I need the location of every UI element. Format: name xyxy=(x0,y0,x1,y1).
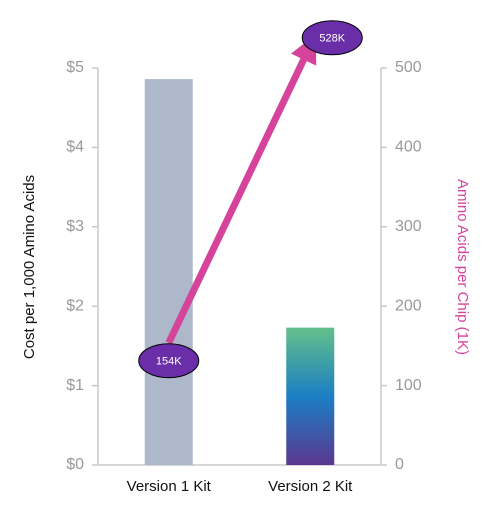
y-tick-label: $4 xyxy=(66,139,84,156)
y-tick-label: $2 xyxy=(66,297,84,314)
y-tick-label: $5 xyxy=(66,59,84,76)
y-tick-label: $0 xyxy=(66,456,84,473)
value-label-bubble xyxy=(301,20,363,56)
y2-tick-label: 0 xyxy=(395,456,404,473)
y-tick-label: $3 xyxy=(66,218,84,235)
line xyxy=(165,34,317,345)
bar xyxy=(144,79,193,465)
y2-tick-label: 500 xyxy=(395,59,422,76)
y2-tick-label: 400 xyxy=(395,139,422,156)
bar xyxy=(286,327,335,465)
value-label-bubble xyxy=(138,343,200,379)
x-tick-label: Version 1 Kit xyxy=(127,478,212,495)
value-label: 154K xyxy=(156,356,182,368)
x-tick-label: Version 2 Kit xyxy=(268,478,353,495)
y2-axis-label: Amino Acids per Chip (1K) xyxy=(454,179,471,355)
y2-tick-label: 200 xyxy=(395,297,422,314)
y-tick-label: $1 xyxy=(66,377,84,394)
y2-tick-label: 300 xyxy=(395,218,422,235)
y-axis-label: Cost per 1,000 Amino Acids xyxy=(21,175,38,359)
y2-tick-label: 100 xyxy=(395,377,422,394)
value-label: 528K xyxy=(319,33,345,45)
